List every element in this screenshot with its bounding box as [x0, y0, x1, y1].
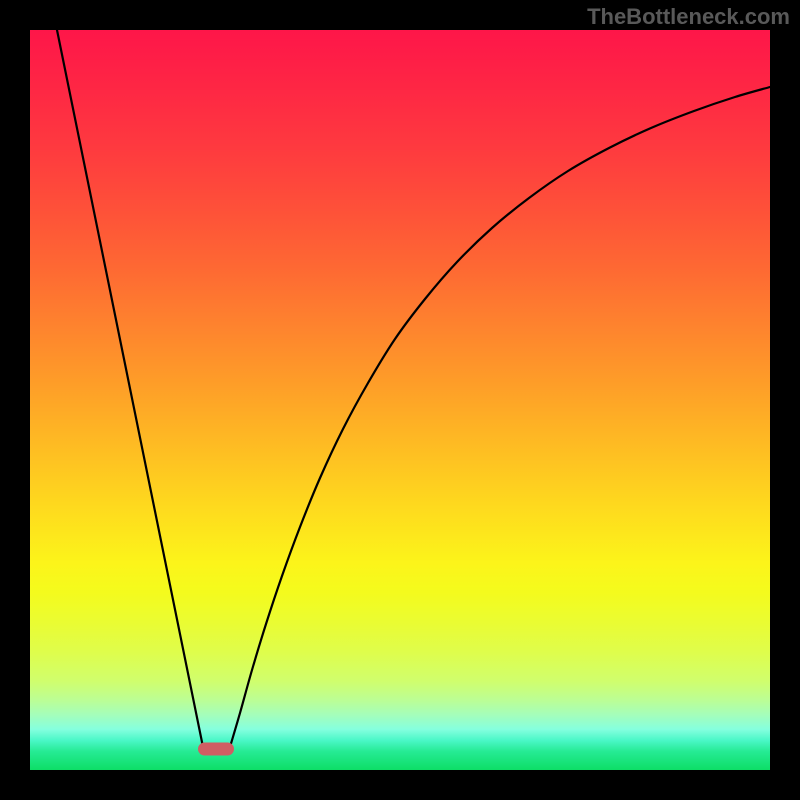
- chart-plot-area: [30, 30, 770, 770]
- watermark-text: TheBottleneck.com: [587, 4, 790, 30]
- chart-svg: [0, 0, 800, 800]
- bottleneck-marker: [198, 743, 234, 756]
- chart-container: TheBottleneck.com: [0, 0, 800, 800]
